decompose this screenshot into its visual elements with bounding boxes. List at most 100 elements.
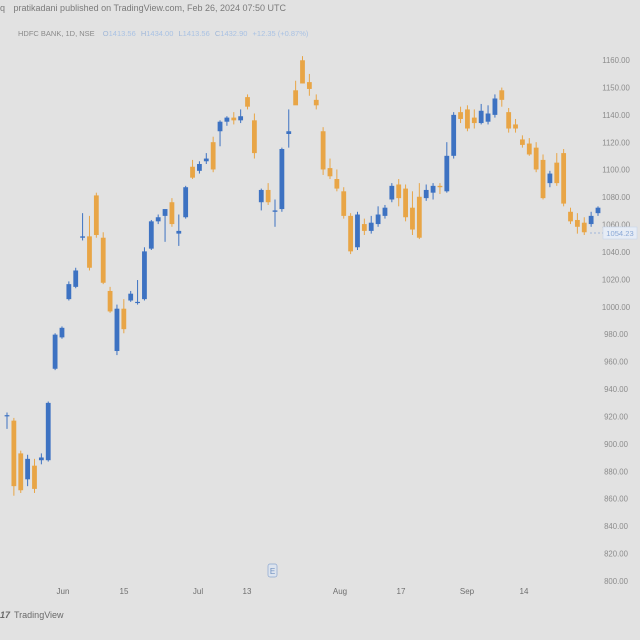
- candle[interactable]: [341, 187, 347, 219]
- candle[interactable]: [32, 458, 37, 493]
- candle[interactable]: [4, 412, 10, 429]
- candle[interactable]: [169, 198, 175, 227]
- candle[interactable]: [423, 184, 429, 201]
- candle[interactable]: [224, 116, 230, 126]
- candle[interactable]: [437, 183, 443, 195]
- open-label: O: [102, 29, 109, 38]
- candle[interactable]: [38, 453, 44, 465]
- candle[interactable]: [568, 207, 573, 225]
- candle[interactable]: [11, 417, 17, 496]
- candle[interactable]: [121, 299, 127, 334]
- candle-body: [513, 124, 518, 129]
- tradingview-watermark[interactable]: 17 TradingView: [0, 610, 64, 620]
- candle[interactable]: [210, 136, 216, 173]
- candle[interactable]: [148, 219, 154, 251]
- candle[interactable]: [471, 109, 477, 129]
- candle[interactable]: [513, 118, 518, 133]
- candle[interactable]: [135, 280, 140, 305]
- candle[interactable]: [327, 158, 333, 180]
- candle[interactable]: [368, 215, 374, 234]
- candle[interactable]: [73, 267, 79, 289]
- candle[interactable]: [520, 135, 525, 148]
- candle[interactable]: [87, 215, 92, 271]
- candle[interactable]: [499, 87, 505, 107]
- candle[interactable]: [265, 183, 271, 205]
- candle[interactable]: [203, 153, 209, 165]
- candle[interactable]: [245, 94, 250, 110]
- candle[interactable]: [574, 213, 580, 234]
- candle[interactable]: [451, 112, 457, 159]
- candle[interactable]: [375, 206, 381, 227]
- candle[interactable]: [485, 105, 491, 125]
- earnings-marker-label: E: [270, 567, 275, 576]
- candle[interactable]: [547, 170, 553, 188]
- candle[interactable]: [588, 211, 594, 227]
- candle[interactable]: [155, 214, 161, 225]
- candle[interactable]: [279, 147, 285, 212]
- candle[interactable]: [396, 179, 402, 207]
- candle[interactable]: [389, 183, 395, 203]
- candle[interactable]: [361, 218, 367, 235]
- candle[interactable]: [334, 169, 340, 192]
- candle[interactable]: [444, 142, 450, 193]
- candle[interactable]: [492, 94, 498, 118]
- earnings-marker-icon[interactable]: E: [267, 563, 278, 578]
- candle[interactable]: [176, 214, 182, 246]
- candle[interactable]: [554, 153, 560, 186]
- candle[interactable]: [458, 106, 463, 124]
- candle[interactable]: [231, 112, 237, 125]
- candle[interactable]: [162, 209, 168, 242]
- candle[interactable]: [465, 105, 470, 132]
- candle[interactable]: [430, 183, 436, 200]
- candle[interactable]: [66, 281, 72, 301]
- candle[interactable]: [403, 184, 408, 222]
- candle[interactable]: [478, 103, 484, 125]
- price-tick-label: 1060.00: [602, 221, 631, 230]
- candle[interactable]: [382, 204, 388, 219]
- candle-body: [451, 114, 457, 156]
- candle[interactable]: [306, 73, 312, 96]
- candle[interactable]: [52, 333, 58, 371]
- candle[interactable]: [258, 188, 264, 211]
- candle[interactable]: [59, 326, 65, 339]
- candle[interactable]: [355, 211, 360, 251]
- candle[interactable]: [313, 94, 319, 110]
- candle[interactable]: [197, 161, 202, 174]
- candle[interactable]: [286, 109, 292, 148]
- candle[interactable]: [251, 113, 257, 159]
- candle[interactable]: [595, 206, 601, 216]
- candle[interactable]: [561, 148, 567, 207]
- candle[interactable]: [300, 56, 305, 84]
- candle[interactable]: [526, 138, 532, 156]
- candle-body: [25, 458, 31, 480]
- candle-body: [128, 293, 134, 301]
- candle[interactable]: [128, 290, 134, 302]
- candle[interactable]: [114, 304, 120, 356]
- candle[interactable]: [348, 213, 354, 255]
- candle[interactable]: [293, 80, 299, 106]
- candle[interactable]: [45, 401, 51, 462]
- candle[interactable]: [80, 213, 85, 241]
- candle[interactable]: [533, 142, 539, 173]
- candle[interactable]: [107, 286, 113, 313]
- candle[interactable]: [25, 454, 31, 487]
- candle[interactable]: [581, 217, 587, 235]
- candle[interactable]: [217, 120, 223, 147]
- candle[interactable]: [190, 159, 195, 180]
- candle[interactable]: [272, 199, 278, 227]
- candle[interactable]: [506, 108, 512, 133]
- candle[interactable]: [540, 154, 546, 200]
- symbol-label[interactable]: HDFC BANK, 1D, NSE: [18, 29, 95, 38]
- candle[interactable]: [93, 192, 99, 238]
- candle[interactable]: [183, 185, 189, 219]
- candle-body: [554, 162, 560, 184]
- candle[interactable]: [100, 232, 106, 285]
- candle-body: [403, 188, 408, 218]
- candle[interactable]: [18, 450, 24, 493]
- candle[interactable]: [416, 183, 422, 240]
- candle[interactable]: [142, 247, 147, 301]
- candle[interactable]: [320, 127, 326, 175]
- candle[interactable]: [410, 191, 415, 235]
- candle[interactable]: [238, 109, 244, 124]
